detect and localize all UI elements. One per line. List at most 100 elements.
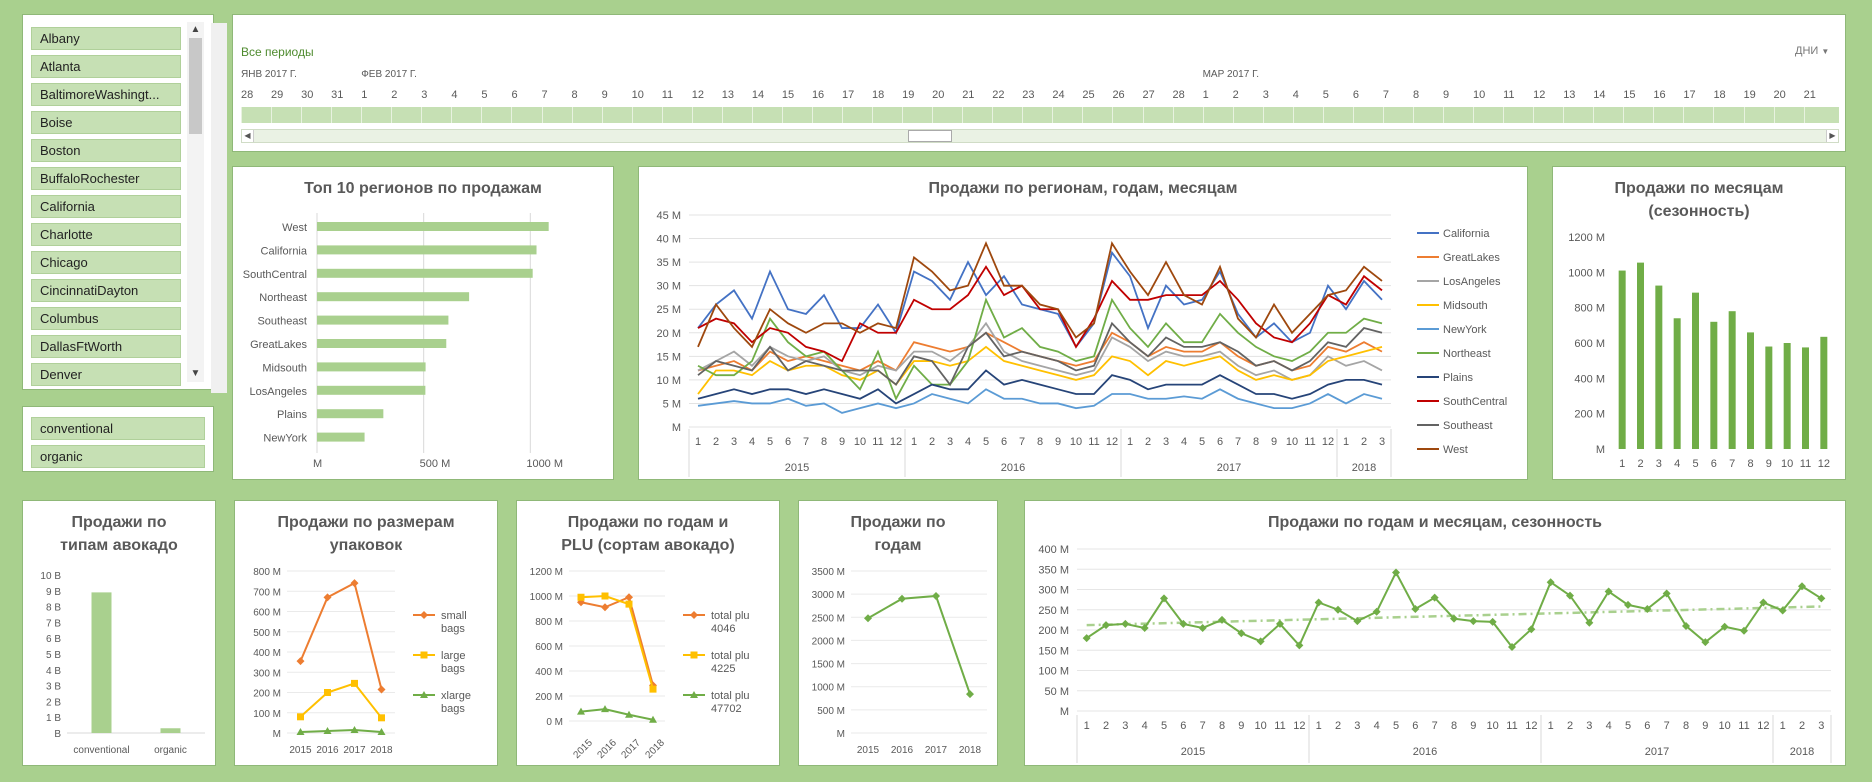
region-item[interactable]: California <box>31 195 181 218</box>
timeline-day-cell[interactable] <box>1412 107 1414 123</box>
y-tick-label: 1200 M <box>530 567 563 578</box>
region-item[interactable]: BaltimoreWashingt... <box>31 83 181 106</box>
data-point <box>1682 621 1690 630</box>
month-label: 9 <box>1702 720 1708 732</box>
timeline-day-cell[interactable] <box>271 107 273 123</box>
series-line <box>697 388 1383 414</box>
timeline-day-cell[interactable] <box>1593 107 1595 123</box>
region-item[interactable]: Chicago <box>31 251 181 274</box>
timeline-day-cell[interactable] <box>902 107 904 123</box>
timeline-day-label: 17 <box>842 89 855 101</box>
timeline-selection-band[interactable] <box>241 107 1839 123</box>
timeline-day-cell[interactable] <box>361 107 363 123</box>
timeline-day-label: 13 <box>721 89 735 101</box>
timeline-day-cell[interactable] <box>1773 107 1775 123</box>
timeline-day-cell[interactable] <box>1232 107 1234 123</box>
month-label: 10 <box>1255 720 1267 732</box>
timeline-day-cell[interactable] <box>571 107 573 123</box>
data-point <box>1585 618 1594 627</box>
region-item[interactable]: Boston <box>31 139 181 162</box>
timeline-day-cell[interactable] <box>1473 107 1475 123</box>
scroll-right-icon[interactable]: ▶ <box>1826 130 1838 142</box>
type-item[interactable]: conventional <box>31 417 205 440</box>
timeline-day-cell[interactable] <box>751 107 753 123</box>
scroll-up-icon[interactable]: ▲ <box>190 24 201 35</box>
region-item[interactable]: Atlanta <box>31 55 181 78</box>
timeline-scroll-thumb[interactable] <box>908 130 952 142</box>
timeline-level-dropdown[interactable]: ДНИ ▼ <box>1795 45 1829 57</box>
timeline-day-label: 1 <box>361 89 368 101</box>
timeline-day-cell[interactable] <box>301 107 303 123</box>
timeline-day-cell[interactable] <box>241 107 242 123</box>
timeline-day-cell[interactable] <box>872 107 874 123</box>
data-point <box>1334 605 1342 614</box>
region-scrollbar-track[interactable]: ▲ ▼ <box>187 22 204 382</box>
timeline-day-cell[interactable] <box>1382 107 1384 123</box>
timeline-day-cell[interactable] <box>1803 107 1805 123</box>
timeline-day-cell[interactable] <box>1052 107 1054 123</box>
timeline-day-cell[interactable] <box>391 107 393 123</box>
region-item[interactable]: BuffaloRochester <box>31 167 181 190</box>
series-line <box>697 321 1383 381</box>
timeline-day-cell[interactable] <box>1142 107 1144 123</box>
timeline-day-cell[interactable] <box>1112 107 1114 123</box>
timeline-day-cell[interactable] <box>1322 107 1324 123</box>
timeline-day-cell[interactable] <box>721 107 723 123</box>
region-item[interactable]: DallasFtWorth <box>31 335 181 358</box>
timeline-day-cell[interactable] <box>1022 107 1024 123</box>
region-scrollbar[interactable] <box>211 23 227 393</box>
data-point <box>1643 604 1652 613</box>
timeline-day-cell[interactable] <box>781 107 783 123</box>
timeline-day-cell[interactable] <box>1202 107 1204 123</box>
timeline-day-cell[interactable] <box>481 107 483 123</box>
region-item[interactable]: Boise <box>31 111 181 134</box>
timeline-day-cell[interactable] <box>992 107 994 123</box>
timeline-day-cell[interactable] <box>511 107 513 123</box>
timeline-day-cell[interactable] <box>1683 107 1685 123</box>
timeline-scrollbar[interactable]: ◀ ▶ <box>241 129 1839 143</box>
timeline-day-cell[interactable] <box>1172 107 1174 123</box>
timeline-day-cell[interactable] <box>1262 107 1264 123</box>
timeline-day-cell[interactable] <box>1352 107 1354 123</box>
month-label: 1 <box>1127 436 1133 448</box>
data-point <box>601 592 609 600</box>
timeline-day-cell[interactable] <box>1082 107 1084 123</box>
region-item[interactable]: Columbus <box>31 307 181 330</box>
timeline-day-cell[interactable] <box>541 107 543 123</box>
timeline-day-cell[interactable] <box>1443 107 1444 123</box>
timeline-month-label: МАР 2017 Г. <box>1202 69 1260 80</box>
timeline-day-cell[interactable] <box>1623 107 1625 123</box>
timeline-day-cell[interactable] <box>1292 107 1294 123</box>
timeline-day-cell[interactable] <box>1653 107 1655 123</box>
region-item[interactable]: CincinnatiDayton <box>31 279 181 302</box>
timeline-day-cell[interactable] <box>1563 107 1565 123</box>
timeline-day-cell[interactable] <box>1503 107 1505 123</box>
year-label: 2017 <box>1217 462 1241 474</box>
timeline-day-cell[interactable] <box>932 107 934 123</box>
region-item[interactable]: Denver <box>31 363 181 386</box>
timeline-day-cell[interactable] <box>1713 107 1715 123</box>
timeline-day-cell[interactable] <box>661 107 663 123</box>
data-point <box>1527 625 1536 634</box>
timeline-day-cell[interactable] <box>631 107 633 123</box>
timeline-day-cell[interactable] <box>842 107 843 123</box>
timeline-day-cell[interactable] <box>601 107 603 123</box>
y-tick-label: 500 M <box>817 706 845 717</box>
timeline-day-cell[interactable] <box>811 107 813 123</box>
type-item[interactable]: organic <box>31 445 205 468</box>
timeline-day-cell[interactable] <box>1533 107 1535 123</box>
timeline-day-cell[interactable] <box>1743 107 1745 123</box>
timeline-day-cell[interactable] <box>451 107 453 123</box>
months-chart-svg: M 200 M 400 M 600 M 800 M 1000 M 1200 M 1 2 3 4 5 6 7… <box>1568 232 1830 470</box>
region-item[interactable]: Albany <box>31 27 181 50</box>
scroll-left-icon[interactable]: ◀ <box>242 130 254 142</box>
region-item[interactable]: Charlotte <box>31 223 181 246</box>
scroll-down-icon[interactable]: ▼ <box>190 368 201 379</box>
y-tick-label: 25 M <box>657 304 681 316</box>
timeline-day-cell[interactable] <box>962 107 964 123</box>
y-tick-label: 3000 M <box>812 590 845 601</box>
timeline-day-cell[interactable] <box>691 107 693 123</box>
scroll-thumb[interactable] <box>189 38 202 134</box>
timeline-day-cell[interactable] <box>331 107 333 123</box>
timeline-day-cell[interactable] <box>421 107 423 123</box>
